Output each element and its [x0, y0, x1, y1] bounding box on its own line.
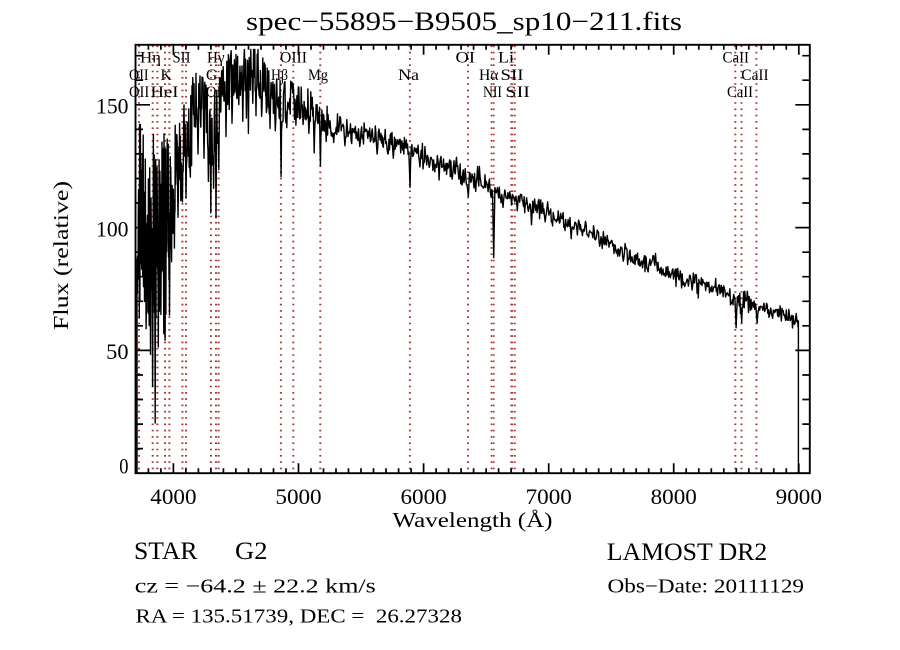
- svg-text:4000: 4000: [150, 484, 196, 509]
- svg-text:Wavelength (Å): Wavelength (Å): [393, 508, 553, 532]
- svg-text:100: 100: [96, 216, 129, 241]
- svg-text:CaII: CaII: [727, 84, 753, 101]
- svg-text:K: K: [161, 67, 173, 84]
- svg-text:CaII: CaII: [723, 50, 750, 67]
- svg-text:Hα: Hα: [479, 67, 499, 84]
- svg-text:SII: SII: [173, 50, 191, 67]
- svg-text:Flux (relative): Flux (relative): [49, 181, 73, 330]
- svg-text:6000: 6000: [401, 484, 447, 509]
- svg-text:Li: Li: [498, 50, 515, 67]
- svg-text:7000: 7000: [526, 484, 572, 509]
- svg-text:SII: SII: [501, 67, 524, 84]
- svg-text:9000: 9000: [776, 484, 822, 509]
- svg-text:Hη: Hη: [140, 50, 161, 67]
- svg-text:NII: NII: [483, 84, 502, 101]
- svg-text:150: 150: [96, 94, 129, 119]
- svg-text:STAR: STAR: [134, 538, 198, 565]
- svg-text:RA = 135.51739, DEC = 26.2732: RA = 135.51739, DEC = 26.27328: [136, 605, 463, 627]
- svg-text:5000: 5000: [275, 484, 321, 509]
- svg-text:Hβ: Hβ: [271, 67, 288, 84]
- svg-text:cz = −64.2 ± 22.2 km/s: cz = −64.2 ± 22.2 km/s: [135, 575, 376, 597]
- svg-text:Hγ: Hγ: [207, 50, 225, 67]
- svg-text:OII: OII: [129, 67, 149, 84]
- svg-text:Obs−Date: 20111129: Obs−Date: 20111129: [608, 575, 805, 597]
- svg-text:8000: 8000: [651, 484, 697, 509]
- svg-text:OII: OII: [129, 84, 149, 101]
- svg-text:Mg: Mg: [308, 67, 328, 84]
- svg-text:OI: OI: [456, 50, 476, 67]
- svg-text:G: G: [206, 67, 217, 84]
- svg-text:HeI: HeI: [151, 84, 179, 101]
- svg-text:LAMOST DR2: LAMOST DR2: [607, 539, 768, 566]
- svg-text:Na: Na: [398, 67, 419, 84]
- svg-text:0: 0: [119, 453, 128, 478]
- svg-text:OIII: OIII: [280, 50, 307, 67]
- svg-text:50: 50: [106, 339, 128, 364]
- svg-text:G2: G2: [235, 538, 268, 565]
- svg-text:spec−55895−B9505_sp10−211.fits: spec−55895−B9505_sp10−211.fits: [246, 7, 682, 36]
- svg-text:SII: SII: [505, 84, 530, 101]
- svg-text:CaII: CaII: [741, 67, 768, 84]
